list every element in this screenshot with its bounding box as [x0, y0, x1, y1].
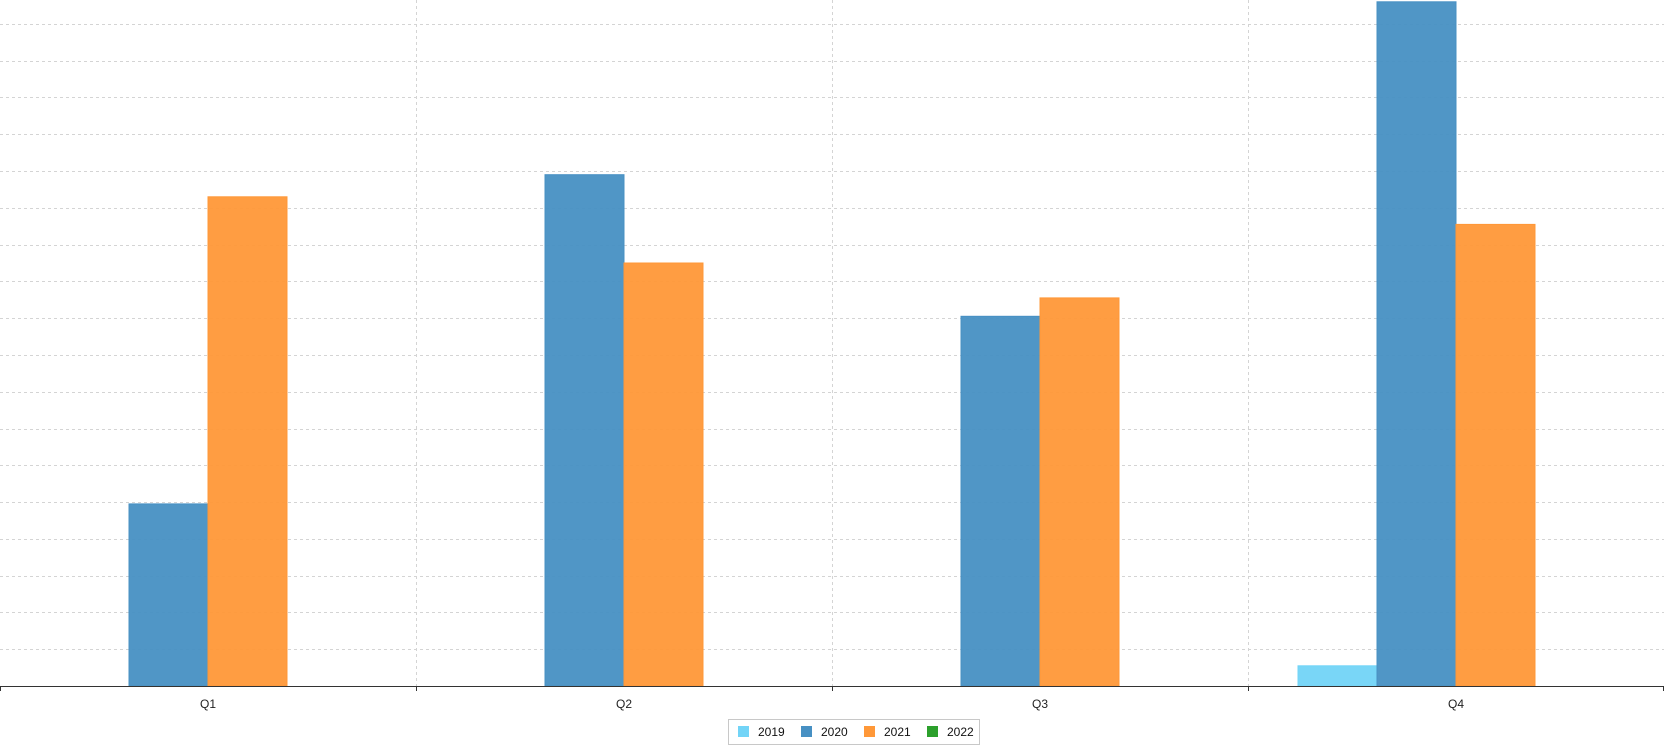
bar-2019-q4[interactable] — [1297, 665, 1378, 687]
legend-item-2021[interactable]: 2021 — [864, 725, 911, 739]
bar-2020-q2[interactable] — [544, 174, 625, 687]
bars — [128, 1, 1536, 687]
legend-item-2019[interactable]: 2019 — [738, 725, 785, 739]
bar-2021-q2[interactable] — [623, 262, 704, 687]
bar-2021-q1[interactable] — [207, 196, 288, 687]
legend-swatch — [801, 726, 812, 737]
bar-2020-q1[interactable] — [128, 503, 209, 687]
legend-swatch — [738, 726, 749, 737]
legend-label: 2020 — [821, 725, 848, 739]
bar-2020-q3[interactable] — [960, 315, 1041, 687]
bar-2020-q4[interactable] — [1376, 1, 1457, 687]
x-tick-label-q4: Q4 — [1448, 697, 1464, 711]
legend-swatch — [864, 726, 875, 737]
x-tick-label-q1: Q1 — [200, 697, 216, 711]
legend-label: 2021 — [884, 725, 911, 739]
legend-item-2022[interactable]: 2022 — [927, 725, 974, 739]
legend-label: 2019 — [758, 725, 785, 739]
legend-item-2020[interactable]: 2020 — [801, 725, 848, 739]
x-tick-label-q2: Q2 — [616, 697, 632, 711]
bar-2021-q4[interactable] — [1455, 223, 1536, 687]
x-tick-label-q3: Q3 — [1032, 697, 1048, 711]
legend-swatch — [927, 726, 938, 737]
bar-2021-q3[interactable] — [1039, 297, 1120, 687]
legend: 2019 2020 2021 2022 — [728, 719, 980, 745]
x-axis: Q1 Q2 Q3 Q4 — [0, 686, 1664, 711]
legend-label: 2022 — [947, 725, 974, 739]
